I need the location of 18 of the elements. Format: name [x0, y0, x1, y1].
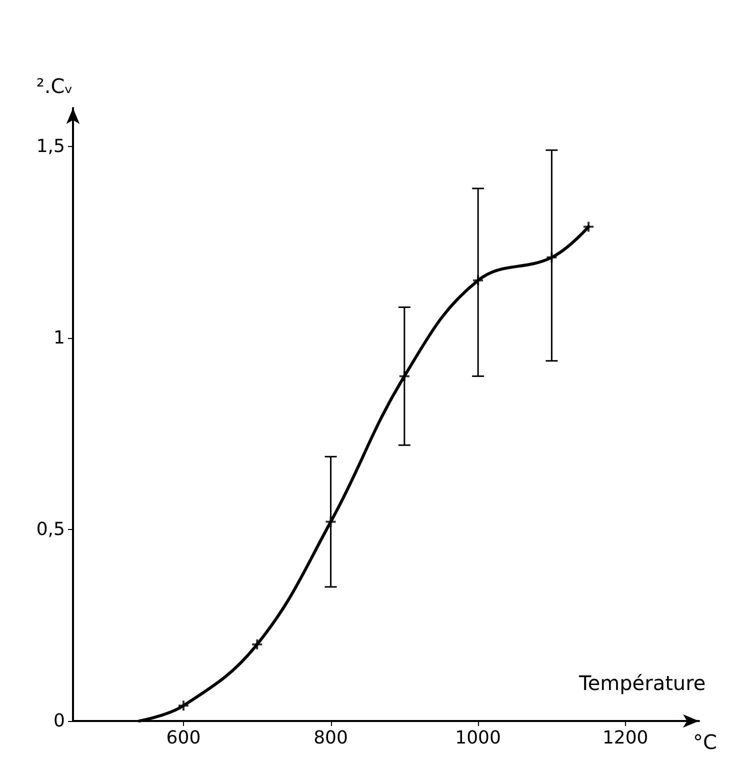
x-tick-label: 800 [314, 728, 348, 748]
point [472, 274, 484, 286]
point [546, 251, 558, 264]
point [582, 220, 595, 233]
y-tick-label: 0,5 [36, 518, 65, 540]
point [324, 516, 337, 528]
x-tick-label: 1000 [455, 728, 501, 748]
y-axis-title: ².Cᵥ [36, 74, 73, 98]
point [177, 700, 190, 712]
x-axis-title: Température [578, 671, 706, 695]
y-tick-label: 1,5 [36, 136, 65, 157]
y-tick-label: 1 [54, 327, 65, 348]
point [398, 370, 410, 382]
x-tick-label: 600 [166, 728, 201, 748]
text: °C [693, 730, 718, 754]
y-tick-label: 0 [54, 710, 65, 732]
x-tick-label: 1200 [602, 728, 648, 748]
point [251, 638, 264, 650]
